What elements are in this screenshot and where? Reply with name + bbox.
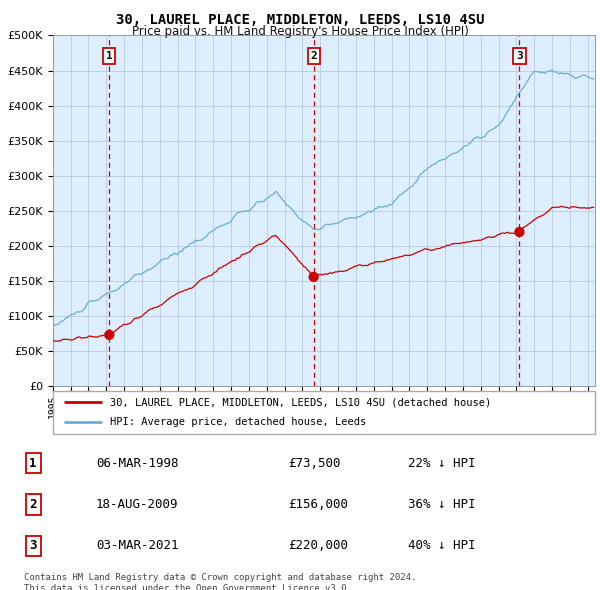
Text: £156,000: £156,000 [288, 498, 348, 511]
Text: 1: 1 [106, 51, 113, 61]
Point [104, 330, 114, 340]
Text: Contains HM Land Registry data © Crown copyright and database right 2024.
This d: Contains HM Land Registry data © Crown c… [24, 573, 416, 590]
Text: £73,500: £73,500 [288, 457, 341, 470]
Text: 22% ↓ HPI: 22% ↓ HPI [408, 457, 476, 470]
Text: 3: 3 [516, 51, 523, 61]
Point [515, 227, 524, 237]
Text: 03-MAR-2021: 03-MAR-2021 [96, 539, 179, 552]
Text: Price paid vs. HM Land Registry's House Price Index (HPI): Price paid vs. HM Land Registry's House … [131, 25, 469, 38]
Text: 1: 1 [29, 457, 37, 470]
Point [309, 272, 319, 281]
Text: £220,000: £220,000 [288, 539, 348, 552]
Text: 3: 3 [29, 539, 37, 552]
Text: 06-MAR-1998: 06-MAR-1998 [96, 457, 179, 470]
Text: 30, LAUREL PLACE, MIDDLETON, LEEDS, LS10 4SU (detached house): 30, LAUREL PLACE, MIDDLETON, LEEDS, LS10… [110, 397, 491, 407]
Text: 36% ↓ HPI: 36% ↓ HPI [408, 498, 476, 511]
Text: 30, LAUREL PLACE, MIDDLETON, LEEDS, LS10 4SU: 30, LAUREL PLACE, MIDDLETON, LEEDS, LS10… [116, 13, 484, 27]
Text: 40% ↓ HPI: 40% ↓ HPI [408, 539, 476, 552]
Text: 18-AUG-2009: 18-AUG-2009 [96, 498, 179, 511]
Text: HPI: Average price, detached house, Leeds: HPI: Average price, detached house, Leed… [110, 417, 366, 427]
Text: 2: 2 [310, 51, 317, 61]
Text: 2: 2 [29, 498, 37, 511]
